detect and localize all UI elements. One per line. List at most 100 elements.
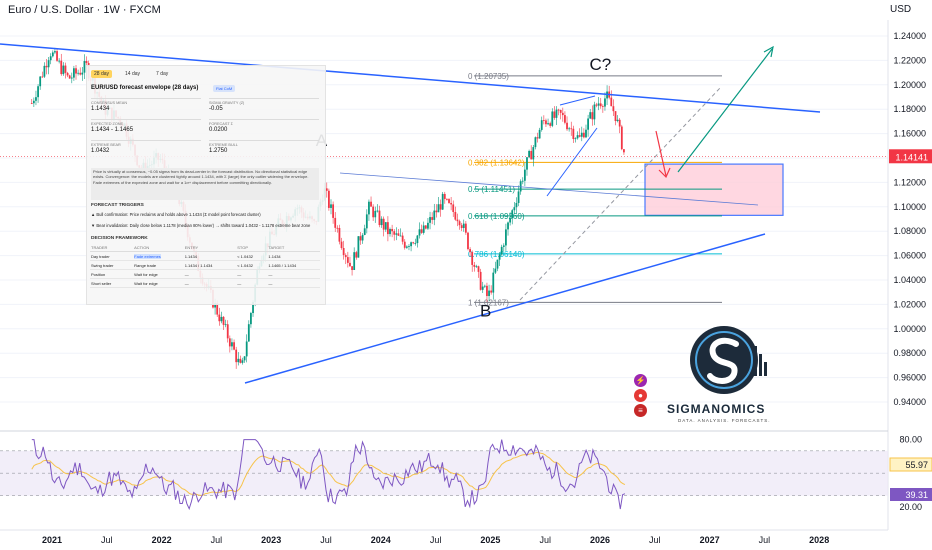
candle-body xyxy=(561,112,564,116)
candle-body xyxy=(363,228,366,235)
tab-28-day[interactable]: 28 day xyxy=(91,70,113,78)
candle-body xyxy=(224,324,227,326)
table-row: Day trader Fade extremes 1.1434 < 1.0432 1.1… xyxy=(90,251,320,261)
candle-body xyxy=(355,252,358,258)
candle-body xyxy=(523,169,526,181)
candle-body xyxy=(521,180,524,182)
table-row: Swing trader Range trade 1.1434 / 1.1434 < … xyxy=(90,260,320,270)
candle-body xyxy=(399,235,402,237)
candle-body xyxy=(218,314,221,322)
news-icon[interactable]: ● xyxy=(634,389,647,402)
forecast-panel: 28 day 14 day 7 day EUR/USD forecast env… xyxy=(86,65,326,305)
candle-body xyxy=(30,103,33,104)
panel-note: Price is virtually at consensus, ~0.05 s… xyxy=(91,168,319,200)
candle-body xyxy=(587,118,590,130)
candle-body xyxy=(431,217,434,220)
triangle-down-icon: ▼ xyxy=(91,223,96,228)
candle-body xyxy=(237,358,240,363)
brand-name: SIGMANOMICS xyxy=(667,402,766,416)
rsi-signal-label: 55.97 xyxy=(905,460,928,470)
x-tick-label: 2021 xyxy=(42,535,62,545)
candle-body xyxy=(549,123,552,126)
x-tick-label: 2022 xyxy=(152,535,172,545)
y-tick-label: 1.24000 xyxy=(893,31,926,41)
metric-consensus: CONSENSUS MEAN 1.1434 xyxy=(91,98,201,117)
y-tick-label: 1.20000 xyxy=(893,80,926,90)
wave-label: C? xyxy=(590,55,612,74)
candle-body xyxy=(464,223,467,233)
candle-body xyxy=(359,236,362,241)
candle-body xyxy=(68,75,71,79)
candle-body xyxy=(601,106,604,108)
flag-icon[interactable]: ≡ xyxy=(634,404,647,417)
candle-body xyxy=(450,202,453,205)
upper-trendline xyxy=(0,43,821,113)
candle-body xyxy=(32,100,35,104)
candle-body xyxy=(334,217,337,228)
brand-tagline: DATA. ANALYSIS. FORECASTS. xyxy=(678,418,771,423)
candle-body xyxy=(81,72,84,75)
lightning-icon[interactable]: ⚡ xyxy=(634,374,647,387)
candle-body xyxy=(408,246,410,247)
candle-body xyxy=(54,51,56,53)
lower-trendline xyxy=(244,233,766,384)
table-row: Short seller Wait for edge — — — xyxy=(90,278,320,288)
candle-body xyxy=(460,225,463,229)
candle-body xyxy=(509,218,512,223)
candle-body xyxy=(60,60,63,75)
candle-body xyxy=(500,246,503,255)
symbol-title: Euro / U.S. Dollar · 1W · FXCM xyxy=(8,4,161,16)
candle-body xyxy=(41,76,44,78)
candle-body xyxy=(245,341,248,357)
candle-body xyxy=(620,126,623,150)
candle-body xyxy=(393,231,396,235)
candle-body xyxy=(250,313,252,325)
candle-body xyxy=(599,103,602,107)
candle-body xyxy=(471,252,474,265)
candle-body xyxy=(386,222,389,235)
wave-label: B xyxy=(480,302,491,321)
candle-body xyxy=(353,252,356,270)
candle-body xyxy=(437,204,440,213)
candle-body xyxy=(85,61,88,63)
candle-body xyxy=(374,210,377,218)
y-tick-label: 1.08000 xyxy=(893,226,926,236)
candle-body xyxy=(458,221,461,226)
candle-body xyxy=(555,109,558,118)
candle-body xyxy=(222,316,225,325)
currency-label[interactable]: USD xyxy=(890,4,912,15)
wave-labels: ABC? xyxy=(316,55,611,320)
candle-body xyxy=(483,285,486,287)
candle-body xyxy=(551,111,554,126)
forecast-zone xyxy=(644,163,784,216)
down-arrow xyxy=(655,130,667,177)
candle-body xyxy=(540,120,543,130)
candle-body xyxy=(47,60,50,68)
candle-body xyxy=(64,65,67,73)
candle-body xyxy=(593,104,596,120)
tab-14-day[interactable]: 14 day xyxy=(125,71,141,77)
x-tick-label: Jul xyxy=(759,535,771,545)
candle-body xyxy=(325,188,328,191)
candle-body xyxy=(502,245,505,247)
candle-body xyxy=(327,190,330,208)
candle-body xyxy=(361,234,364,241)
candle-body xyxy=(77,72,80,74)
candle-body xyxy=(479,271,482,290)
fib-levels: 0 (1.20735) 0.382 (1.13642) 0.5 (1.11451) 0… xyxy=(468,72,722,307)
candle-body xyxy=(422,225,425,233)
candle-body xyxy=(233,342,235,350)
candle-body xyxy=(494,268,497,273)
candle-body xyxy=(595,104,598,106)
candle-body xyxy=(35,97,37,101)
candle-body xyxy=(443,193,446,199)
candle-body xyxy=(623,149,625,153)
candle-body xyxy=(538,129,541,139)
candle-body xyxy=(405,246,408,248)
tab-7-day[interactable]: 7 day xyxy=(156,71,169,77)
candle-body xyxy=(336,227,339,229)
up-arrow-head xyxy=(763,45,774,58)
candle-body xyxy=(534,137,537,148)
candle-body xyxy=(228,338,231,347)
candle-body xyxy=(597,103,600,106)
